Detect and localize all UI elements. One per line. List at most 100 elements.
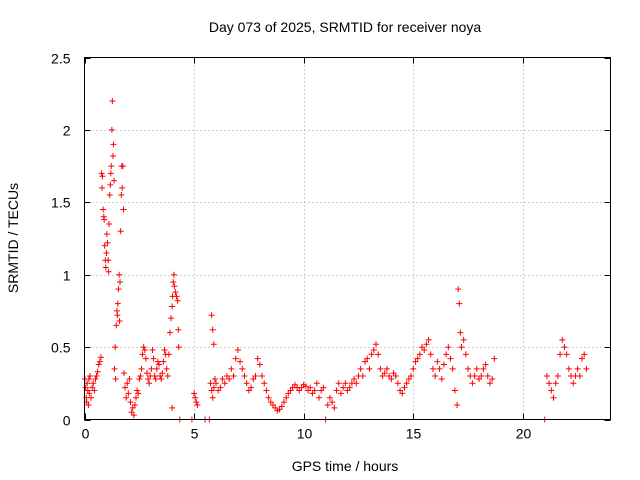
data-point (581, 351, 588, 358)
data-point (210, 384, 217, 391)
data-point (133, 394, 140, 401)
data-point (438, 375, 445, 382)
data-point (113, 322, 120, 329)
data-point (170, 278, 177, 285)
data-point (447, 355, 454, 362)
data-point (375, 351, 382, 358)
x-tick-label: 15 (406, 426, 422, 442)
data-point (142, 355, 149, 362)
data-point (381, 370, 388, 377)
data-point (254, 355, 261, 362)
data-point (226, 375, 233, 382)
data-point (108, 163, 115, 170)
data-point (570, 380, 577, 387)
data-point (561, 344, 568, 351)
data-point (489, 375, 496, 382)
data-point (261, 380, 268, 387)
data-points (81, 97, 590, 423)
data-point (329, 399, 336, 406)
data-point (105, 257, 112, 264)
data-point (342, 380, 349, 387)
data-point (96, 358, 103, 365)
data-point (208, 312, 215, 319)
data-point (427, 351, 434, 358)
data-point (333, 387, 340, 394)
data-point (85, 402, 92, 409)
data-point (410, 365, 417, 372)
y-tick-label: 1.5 (51, 195, 71, 211)
x-tick-label: 10 (297, 426, 313, 442)
data-point (106, 192, 113, 199)
data-point (377, 365, 384, 372)
data-point (370, 346, 377, 353)
data-point (166, 329, 173, 336)
data-point (159, 370, 166, 377)
data-point (84, 380, 91, 387)
data-point (366, 365, 373, 372)
data-point (462, 351, 469, 358)
data-point (85, 375, 92, 382)
data-point (307, 384, 314, 391)
data-point (326, 394, 333, 401)
data-point (192, 394, 199, 401)
data-point (217, 384, 224, 391)
data-point (458, 344, 465, 351)
data-point (111, 365, 118, 372)
data-point (149, 346, 156, 353)
data-point (112, 375, 119, 382)
data-point (153, 365, 160, 372)
data-point (105, 268, 112, 275)
data-point (174, 297, 181, 304)
data-point (403, 380, 410, 387)
data-point (172, 289, 179, 296)
data-point (263, 387, 270, 394)
data-point (432, 373, 439, 380)
data-point (191, 390, 198, 397)
data-point (421, 346, 428, 353)
data-point (473, 365, 480, 372)
data-point (414, 355, 421, 362)
data-point (109, 97, 116, 104)
data-point (118, 192, 125, 199)
data-point (324, 402, 331, 409)
data-point (143, 370, 150, 377)
data-point (302, 383, 309, 390)
data-point (163, 365, 170, 372)
data-point (103, 249, 110, 256)
data-point (335, 380, 342, 387)
data-point (122, 384, 129, 391)
data-point (478, 373, 485, 380)
data-point (456, 300, 463, 307)
data-point (401, 384, 408, 391)
data-point (399, 390, 406, 397)
data-point (388, 375, 395, 382)
data-point (102, 264, 109, 271)
data-point (550, 394, 557, 401)
data-point (90, 380, 97, 387)
data-point (112, 344, 119, 351)
data-point (103, 231, 110, 238)
data-point (169, 303, 176, 310)
data-point (234, 346, 241, 353)
data-point (117, 228, 124, 235)
data-point (116, 271, 123, 278)
data-point (416, 351, 423, 358)
data-point (173, 293, 180, 300)
data-point (445, 344, 452, 351)
data-point (455, 286, 462, 293)
data-point (357, 365, 364, 372)
data-point (165, 351, 172, 358)
data-point (563, 351, 570, 358)
data-point (394, 380, 401, 387)
data-point (221, 380, 228, 387)
y-tick-label: 1 (63, 268, 71, 284)
data-point (443, 351, 450, 358)
data-point (331, 404, 338, 411)
axis-ticks: 0 5 10 15 20 0 0.5 1 1.5 2 2.5 (51, 51, 611, 442)
data-point (119, 184, 126, 191)
data-point (116, 318, 123, 325)
data-point (243, 380, 250, 387)
data-point (93, 373, 100, 380)
data-point (583, 365, 590, 372)
